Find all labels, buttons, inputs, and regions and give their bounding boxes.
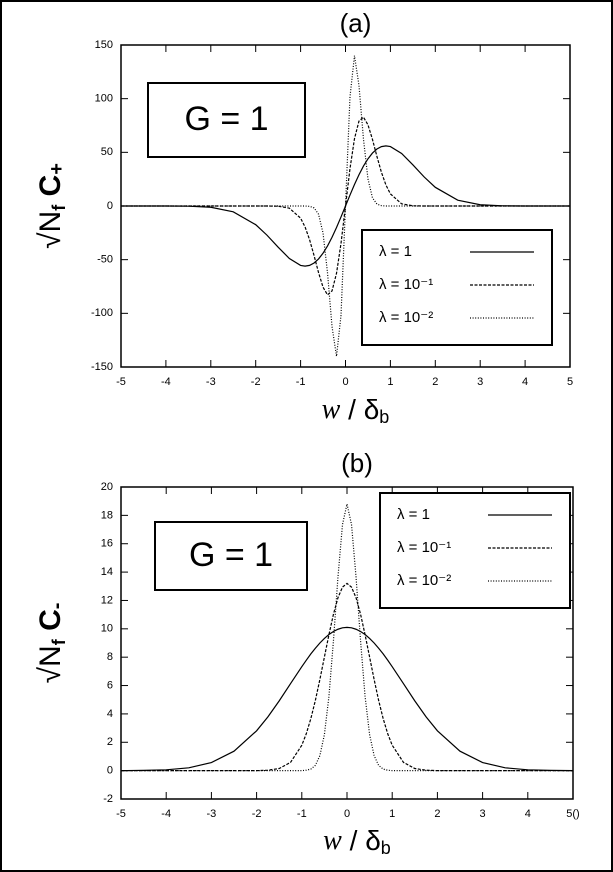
y-axis-label-root: √N xyxy=(34,211,67,249)
x-tick-label: 0 xyxy=(342,376,348,388)
y-tick-label: 18 xyxy=(101,509,113,521)
x-tick-label: 0 xyxy=(344,808,350,820)
y-tick-label: 8 xyxy=(107,651,113,663)
x-tick-label: 5 xyxy=(567,376,573,388)
y-axis-label-sub: f xyxy=(49,204,69,211)
y-axis-label-sub2: + xyxy=(46,163,68,175)
x-tick-label: 1 xyxy=(387,376,393,388)
annotation: G = 1 xyxy=(189,536,273,574)
plot-frame xyxy=(120,44,571,368)
x-tick-label: -1 xyxy=(297,808,307,820)
x-axis-label-var: w xyxy=(323,825,342,856)
x-tick-label: 2 xyxy=(432,376,438,388)
y-tick-label: 6 xyxy=(107,679,113,691)
x-axis-label-sub: b xyxy=(381,838,391,858)
legend-label: λ = 10⁻² xyxy=(397,572,451,589)
y-tick-label: 100 xyxy=(95,93,113,105)
x-tick-label: 3 xyxy=(480,808,486,820)
legend-label: λ = 10⁻² xyxy=(379,309,433,326)
x-axis-label-sub: b xyxy=(379,407,389,427)
panel-title: (b) xyxy=(341,448,373,478)
y-axis-label-root: √N xyxy=(34,645,67,683)
panel-title: (a) xyxy=(340,8,372,38)
x-tick-label: -3 xyxy=(206,376,216,388)
legend-box xyxy=(361,229,553,346)
y-tick-label: 14 xyxy=(101,566,113,578)
y-axis-label: √Nf C- xyxy=(34,603,69,684)
legend-label: λ = 10⁻¹ xyxy=(379,276,433,293)
x-axis-label: w / δb xyxy=(322,394,390,426)
y-tick-label: 4 xyxy=(107,708,113,720)
annotation-box xyxy=(154,521,308,591)
y-tick-label: 150 xyxy=(95,39,113,51)
x-tick-label: 3 xyxy=(477,376,483,388)
legend-label: λ = 1 xyxy=(397,506,430,523)
x-axis-label-mid: / δ xyxy=(342,825,381,856)
x-tick-label: -1 xyxy=(296,376,306,388)
x-tick-label: -4 xyxy=(161,376,171,388)
series-line xyxy=(120,626,574,772)
y-axis-label-main: C xyxy=(34,609,67,639)
y-tick-label: 0 xyxy=(107,200,113,212)
series-line xyxy=(121,503,573,772)
y-axis-label-sub: f xyxy=(49,638,69,645)
x-axis-label-var: w xyxy=(322,394,341,425)
y-tick-label: 16 xyxy=(101,538,113,550)
x-tick-label: 2 xyxy=(434,808,440,820)
x-axis-label-mid: / δ xyxy=(340,394,379,425)
x-tick-label: 4 xyxy=(525,808,531,820)
y-tick-label: 20 xyxy=(101,481,113,493)
legend-box xyxy=(379,492,571,609)
x-tick-label: -5 xyxy=(116,808,126,820)
series-line xyxy=(121,55,570,357)
y-tick-label: 50 xyxy=(101,146,113,158)
x-tick-label: -2 xyxy=(252,808,262,820)
x-tick-label: 4 xyxy=(522,376,528,388)
plot-frame xyxy=(120,486,574,800)
y-tick-label: -2 xyxy=(103,793,113,805)
legend-label: λ = 1 xyxy=(379,243,412,260)
annotation-box xyxy=(147,82,306,158)
series-line xyxy=(121,582,573,772)
x-axis-label: w / δb xyxy=(323,825,391,857)
y-tick-label: 10 xyxy=(101,623,113,635)
y-tick-label: -100 xyxy=(91,307,113,319)
y-tick-label: 12 xyxy=(101,594,113,606)
x-tick-label: -3 xyxy=(207,808,217,820)
y-axis-label-sub2: - xyxy=(46,603,68,610)
annotation: G = 1 xyxy=(184,100,268,138)
y-tick-label: -50 xyxy=(97,254,113,266)
x-tick-label: 1 xyxy=(389,808,395,820)
x-tick-label: -4 xyxy=(161,808,171,820)
x-tick-label: -2 xyxy=(251,376,261,388)
x-tick-label: 5() xyxy=(566,808,579,820)
y-axis-label-main: C xyxy=(34,175,67,205)
y-axis-label: √Nf C+ xyxy=(34,163,69,249)
x-tick-label: -5 xyxy=(116,376,126,388)
y-tick-label: 2 xyxy=(107,736,113,748)
y-tick-label: -150 xyxy=(91,361,113,373)
y-tick-label: 0 xyxy=(107,765,113,777)
legend-label: λ = 10⁻¹ xyxy=(397,539,451,556)
